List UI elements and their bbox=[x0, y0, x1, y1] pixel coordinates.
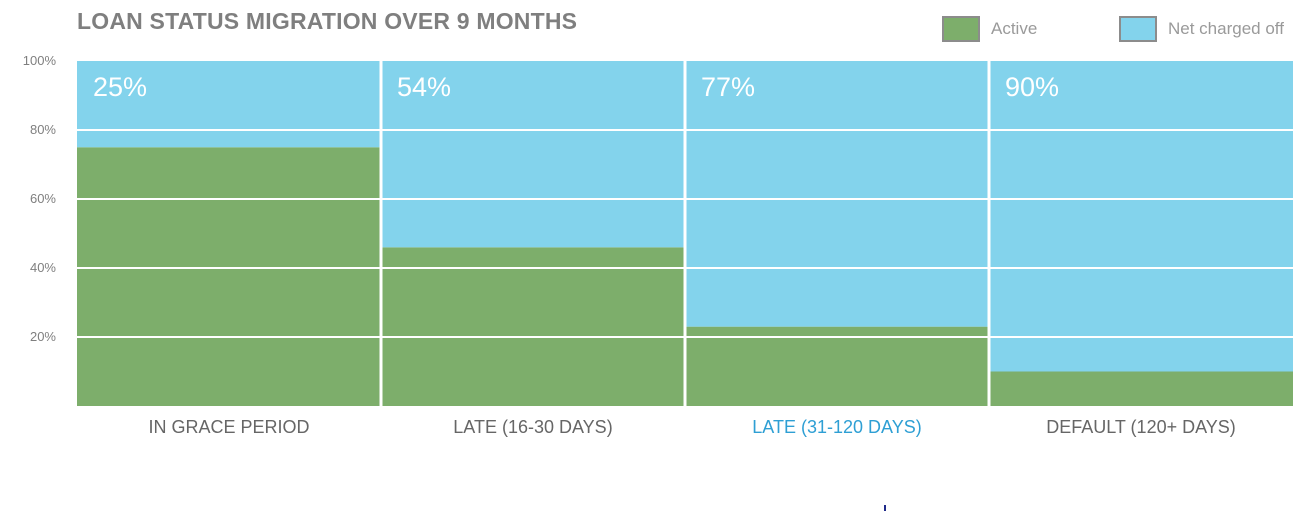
x-category-label: DEFAULT (120+ DAYS) bbox=[1046, 417, 1236, 437]
x-category-label: LATE (31-120 DAYS) bbox=[752, 417, 921, 437]
legend-swatch-charged-off bbox=[1119, 16, 1157, 42]
bar-segment-active bbox=[685, 326, 989, 406]
bar-value-label: 90% bbox=[1005, 72, 1059, 102]
bar-segment-net-charged-off bbox=[77, 61, 381, 148]
legend-label-active: Active bbox=[991, 19, 1038, 38]
bar-segment-active bbox=[381, 247, 685, 406]
legend-swatch-active bbox=[942, 16, 980, 42]
bar-value-label: 77% bbox=[701, 72, 755, 102]
bar-segment-net-charged-off bbox=[989, 61, 1293, 372]
y-tick-label: 100% bbox=[23, 53, 57, 68]
text-cursor-mark bbox=[884, 505, 886, 511]
chart-title: LOAN STATUS MIGRATION OVER 9 MONTHS bbox=[77, 8, 578, 34]
legend-item-active: Active bbox=[942, 15, 1037, 43]
legend-label-charged-off: Net charged off bbox=[1168, 19, 1284, 38]
y-tick-label: 80% bbox=[30, 122, 56, 137]
bar-segment-net-charged-off bbox=[685, 61, 989, 327]
x-category-label: IN GRACE PERIOD bbox=[148, 417, 309, 437]
bar-value-label: 54% bbox=[397, 72, 451, 102]
y-tick-label: 40% bbox=[30, 260, 56, 275]
legend-item-charged-off: Net charged off bbox=[1119, 15, 1284, 43]
bar-segment-active bbox=[77, 147, 381, 406]
y-tick-label: 60% bbox=[30, 191, 56, 206]
bar-segment-active bbox=[989, 371, 1293, 406]
y-tick-label: 20% bbox=[30, 329, 56, 344]
bar-value-label: 25% bbox=[93, 72, 147, 102]
bar-segment-net-charged-off bbox=[381, 61, 685, 248]
x-category-label: LATE (16-30 DAYS) bbox=[453, 417, 612, 437]
